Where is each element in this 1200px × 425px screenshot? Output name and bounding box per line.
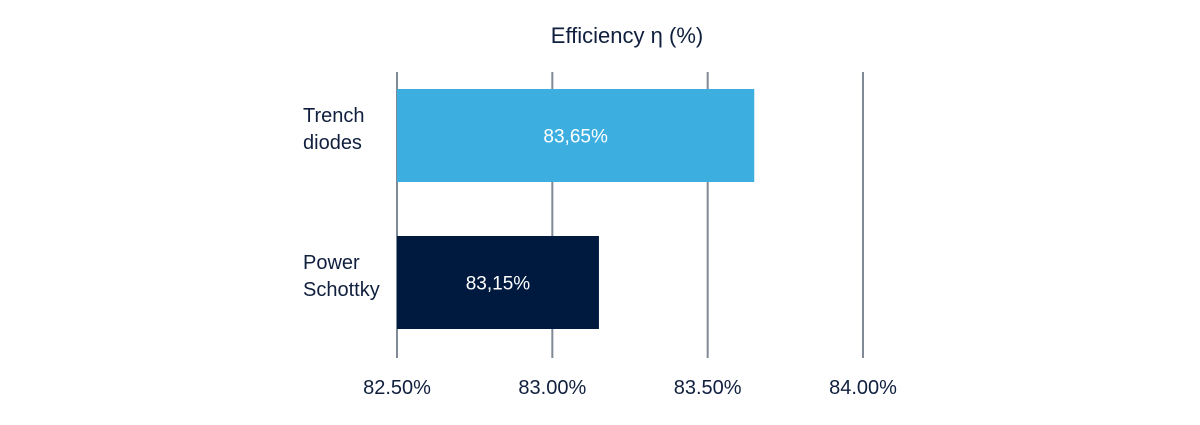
bar-layer (397, 89, 755, 329)
category-label-line: Trench (303, 105, 365, 127)
label-layer: 83,65% Trench diodes 83,15% Power Schottky (303, 105, 608, 301)
chart-title: Efficiency η (%) (551, 23, 703, 48)
bar (397, 236, 599, 329)
x-tick-label: 83.50% (674, 377, 742, 399)
bar (397, 89, 755, 182)
tick-layer: 82.50% 83.00% 83.50% 84.00% (363, 377, 897, 399)
x-tick-label: 84.00% (829, 377, 897, 399)
category-label-line: Schottky (303, 279, 380, 301)
x-tick-label: 83.00% (518, 377, 586, 399)
data-label: 83,15% (466, 274, 531, 295)
data-label: 83,65% (543, 127, 608, 148)
category-label: Power Schottky (303, 252, 380, 301)
x-tick-label: 82.50% (363, 377, 431, 399)
category-label-line: diodes (303, 132, 362, 154)
category-label-line: Power (303, 252, 360, 274)
category-label: Trench diodes (303, 105, 365, 154)
